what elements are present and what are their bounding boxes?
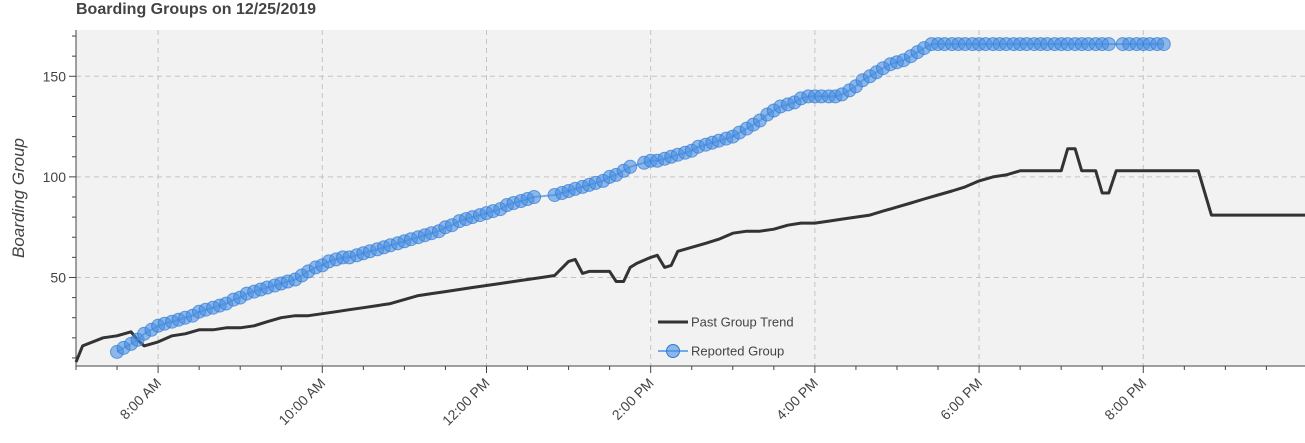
y-tick-label: 150 [43, 68, 67, 84]
x-tick-label: 8:00 AM [117, 375, 165, 423]
data-point [1156, 37, 1171, 52]
series-line-past-group-trend [74, 147, 1305, 363]
data-point [1101, 37, 1116, 52]
plot-area [76, 30, 1305, 366]
x-tick-label: 4:00 PM [773, 375, 821, 423]
y-tick-label: 100 [43, 169, 67, 185]
y-tick-label: 50 [50, 269, 66, 285]
chart-title: Boarding Groups on 12/25/2019 [76, 1, 317, 18]
x-tick-label: 6:00 PM [937, 375, 985, 423]
x-tick-label: 12:00 PM [439, 375, 493, 429]
legend: Past Group Trend Reported Group [658, 315, 794, 359]
legend-swatch-marker-reported-group [666, 344, 680, 358]
x-tick-label: 8:00 PM [1101, 375, 1149, 423]
grid [76, 30, 1305, 366]
data-point [623, 159, 638, 174]
x-tick-label: 2:00 PM [609, 375, 657, 423]
legend-label: Reported Group [691, 344, 784, 359]
x-tick-label: 10:00 AM [275, 375, 328, 428]
legend-label: Past Group Trend [691, 315, 794, 330]
series [74, 37, 1305, 363]
data-point [527, 190, 542, 204]
y-axis-label: Boarding Group [9, 138, 28, 258]
